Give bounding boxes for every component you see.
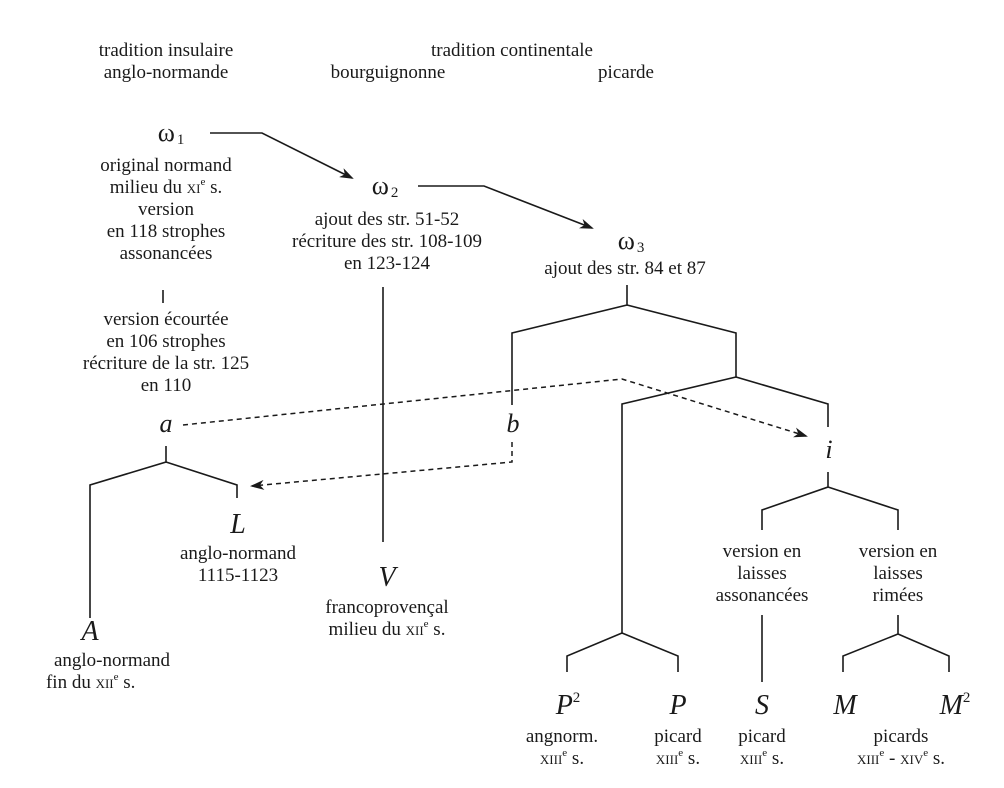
header-insular-line2: anglo-normande (103, 62, 229, 83)
node-P2-notes: angnorm. xiiie s. (526, 726, 598, 770)
assonance-line-0: version en (722, 541, 802, 562)
rhyme-version-label: version en laisses rimées (859, 541, 938, 607)
omega2-note-0: ajout des str. 51-52 (314, 209, 460, 230)
edge-omega1-omega2 (210, 132, 354, 179)
header-burgundian: bourguignonne (330, 62, 446, 83)
node-P-siglum: P (669, 690, 687, 721)
header-insular: tradition insulaire anglo-normande (99, 40, 234, 84)
rhyme-line-0: version en (858, 541, 938, 562)
header-picard: picarde (598, 62, 654, 83)
edge-omega3-right (626, 304, 737, 377)
node-S-line1: picard (738, 726, 786, 747)
rhyme-line-1: laisses (873, 563, 923, 584)
omega3-index: 3 (636, 240, 645, 256)
omega1-short-3: en 110 (140, 375, 192, 396)
edge-i-branch (735, 376, 829, 427)
rhyme-line-2: rimées (872, 585, 924, 606)
node-S-notes: picard xiiie s. (738, 726, 785, 770)
edge-a-L (165, 461, 238, 498)
omega1-index: 1 (176, 132, 185, 148)
node-V-line1: francoprovençal (325, 597, 449, 618)
edge-b-L-dashed (250, 442, 513, 490)
edge-omega3-bracket (511, 285, 628, 405)
node-P2-siglum: P2 (555, 690, 581, 721)
node-M-group-line2: xiiie - xive s. (856, 747, 946, 770)
node-S-line2: xiiie s. (739, 747, 785, 770)
header-insular-line1: tradition insulaire (98, 40, 234, 61)
edge-a-bracket (89, 446, 167, 618)
omega1-symbol: ω (157, 118, 175, 147)
node-a: a (159, 409, 173, 438)
node-A-siglum: A (81, 616, 99, 647)
omega3-notes: ajout des str. 84 et 87 (544, 258, 705, 280)
node-M-siglum: M (833, 690, 857, 721)
omega2-note-2: en 123-124 (343, 253, 431, 274)
assonance-line-2: assonancées (715, 585, 809, 606)
assonance-version-label: version en laisses assonancées (716, 541, 809, 607)
omega1-short-1: en 106 strophes (106, 331, 226, 352)
omega1-notes: original normand milieu du xie s. versio… (100, 155, 231, 265)
node-b: b (506, 409, 520, 438)
node-V-siglum: V (378, 562, 396, 593)
node-A-line2: fin du xiie s. (45, 671, 136, 694)
node-M-group-notes: picards xiiie - xive s. (857, 726, 945, 770)
node-P2-line2: xiiie s. (539, 747, 585, 770)
node-S-siglum: S (755, 690, 769, 721)
node-L-note-1: 1115-1123 (197, 565, 279, 586)
node-V-notes: francoprovençal milieu du xiie s. (325, 597, 448, 641)
node-P-notes: picard xiiie s. (654, 726, 701, 770)
omega1-short-2: récriture de la str. 125 (82, 353, 250, 374)
omega2-note-1: récriture des str. 108-109 (292, 231, 482, 252)
omega3-note-0: ajout des str. 84 et 87 (544, 258, 706, 279)
node-A-line1: anglo-normand (53, 650, 171, 671)
node-L-siglum: L (230, 509, 246, 540)
node-A-notes: anglo-normand fin du xiie s. (46, 650, 171, 694)
omega3-symbol: ω (617, 226, 635, 255)
node-i: i (825, 435, 833, 464)
edge-M-bracket (842, 615, 950, 672)
node-V-line2: milieu du xiie s. (328, 618, 446, 641)
omega2-index: 2 (390, 185, 399, 201)
edge-P-bracket (566, 632, 679, 672)
omega1-short-0: version écourtée (103, 309, 229, 330)
omega2-symbol: ω (371, 171, 389, 200)
node-M2-siglum: M2 (939, 690, 971, 721)
omega1-note-3: en 118 strophes (106, 221, 226, 242)
node-M-group-line1: picards (873, 726, 929, 747)
omega1-note-0: original normand (100, 155, 232, 176)
node-P-line1: picard (654, 726, 702, 747)
omega1-note-date: milieu du xie s. (109, 176, 223, 199)
node-P2-line1: angnorm. (525, 726, 599, 747)
node-P-line2: xiiie s. (655, 747, 701, 770)
header-continental: tradition continentale (431, 40, 593, 61)
omega2-notes: ajout des str. 51-52 récriture des str. … (292, 209, 482, 275)
omega1-short-notes: version écourtée en 106 strophes récritu… (83, 309, 249, 397)
omega1-note-2: version (138, 199, 194, 220)
edge-a-i-dashed (182, 378, 808, 438)
edge-b-group (621, 376, 737, 633)
node-L-notes: anglo-normand 1115-1123 (180, 543, 296, 587)
assonance-line-1: laisses (737, 563, 787, 584)
node-L-note-0: anglo-normand (179, 543, 297, 564)
omega1-note-4: assonancées (119, 243, 213, 264)
edge-i-bracket (761, 472, 899, 530)
edge-omega2-omega3 (418, 185, 594, 229)
